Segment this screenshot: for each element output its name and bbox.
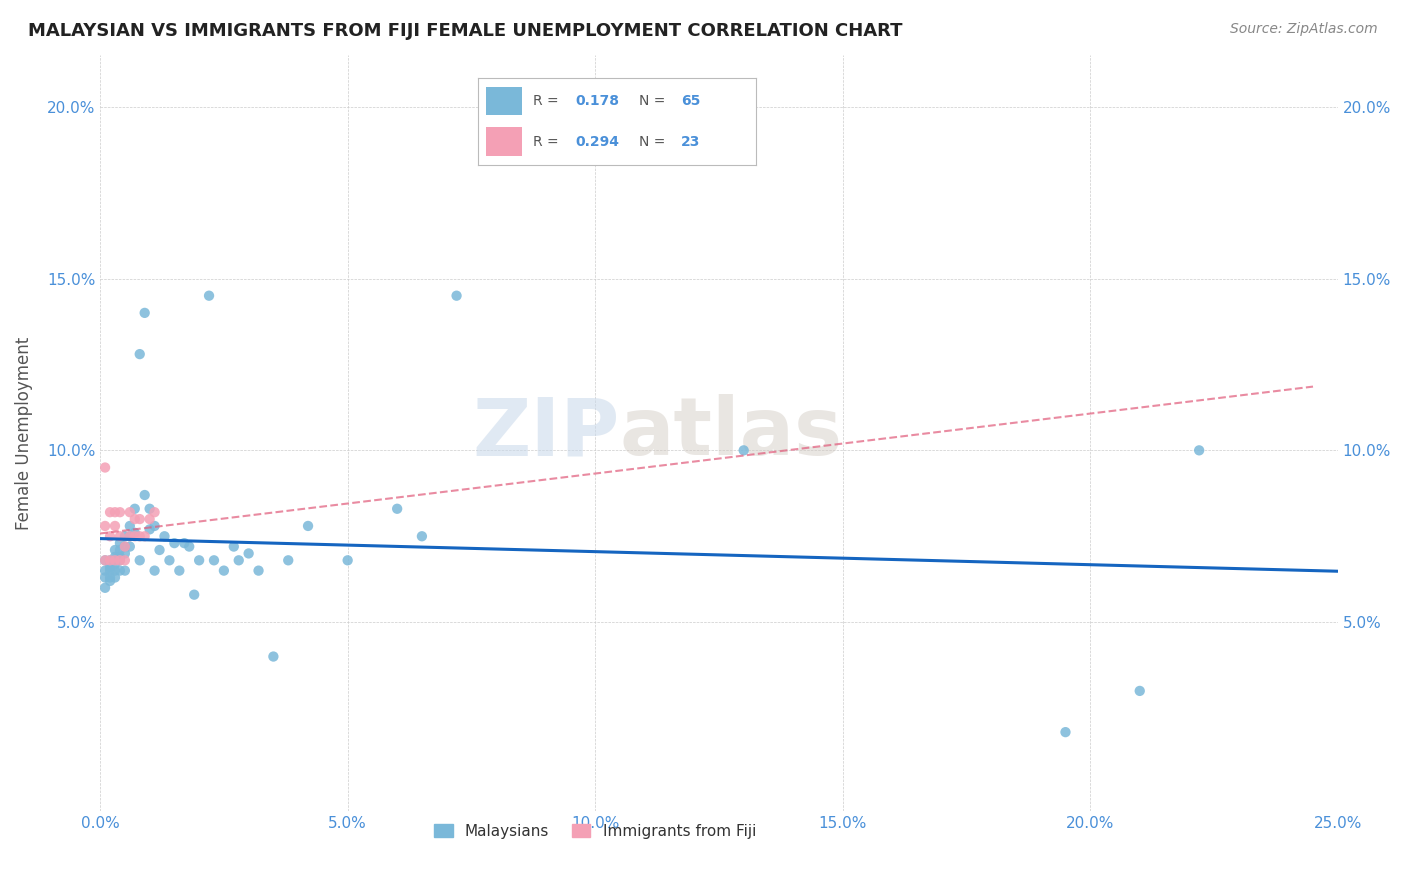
Point: [238, 546, 260, 560]
Point: [108, 553, 131, 567]
Point: [114, 546, 136, 560]
Point: [336, 553, 359, 567]
Point: [104, 557, 127, 571]
Point: [114, 553, 136, 567]
Point: [94, 564, 117, 578]
Point: [188, 553, 211, 567]
Point: [124, 529, 146, 543]
Point: [108, 553, 131, 567]
Point: [108, 536, 131, 550]
Point: [385, 501, 408, 516]
Text: MALAYSIAN VS IMMIGRANTS FROM FIJI FEMALE UNEMPLOYMENT CORRELATION CHART: MALAYSIAN VS IMMIGRANTS FROM FIJI FEMALE…: [28, 22, 903, 40]
Point: [94, 553, 117, 567]
Point: [118, 529, 141, 543]
Point: [114, 529, 136, 543]
Point: [134, 529, 156, 543]
Point: [98, 564, 121, 578]
Point: [247, 564, 270, 578]
Point: [94, 460, 117, 475]
Point: [128, 553, 150, 567]
Point: [148, 543, 170, 558]
Point: [138, 512, 160, 526]
Point: [118, 529, 141, 543]
Point: [108, 549, 131, 564]
Point: [128, 347, 150, 361]
Point: [124, 501, 146, 516]
Point: [118, 519, 141, 533]
Point: [143, 505, 166, 519]
Point: [104, 549, 127, 564]
Point: [138, 522, 160, 536]
Point: [198, 289, 221, 303]
Point: [124, 512, 146, 526]
Point: [104, 553, 127, 567]
Point: [124, 525, 146, 540]
Point: [98, 560, 121, 574]
Point: [104, 505, 127, 519]
Text: ZIP: ZIP: [472, 394, 620, 472]
Text: atlas: atlas: [620, 394, 844, 472]
Point: [173, 536, 195, 550]
Point: [104, 570, 127, 584]
Point: [179, 540, 201, 554]
Point: [733, 443, 755, 458]
Point: [108, 564, 131, 578]
Point: [411, 529, 433, 543]
Point: [94, 570, 117, 584]
Point: [153, 529, 176, 543]
Legend: Malaysians, Immigrants from Fiji: Malaysians, Immigrants from Fiji: [429, 818, 762, 845]
Point: [98, 529, 121, 543]
Point: [143, 519, 166, 533]
Point: [297, 519, 319, 533]
Point: [98, 570, 121, 584]
Point: [114, 540, 136, 554]
Point: [98, 553, 121, 567]
Point: [118, 540, 141, 554]
Point: [446, 289, 468, 303]
Point: [277, 553, 299, 567]
Point: [108, 543, 131, 558]
Point: [104, 519, 127, 533]
Point: [134, 488, 156, 502]
Point: [114, 564, 136, 578]
Point: [212, 564, 235, 578]
Point: [94, 519, 117, 533]
Point: [94, 581, 117, 595]
Point: [169, 564, 191, 578]
Point: [228, 553, 250, 567]
Point: [159, 553, 181, 567]
Point: [202, 553, 225, 567]
Point: [222, 540, 245, 554]
Point: [104, 564, 127, 578]
Point: [104, 553, 127, 567]
Point: [98, 505, 121, 519]
Point: [143, 564, 166, 578]
Point: [183, 588, 205, 602]
Point: [128, 512, 150, 526]
Point: [118, 505, 141, 519]
Point: [114, 540, 136, 554]
Point: [1188, 443, 1211, 458]
Point: [134, 306, 156, 320]
Text: Source: ZipAtlas.com: Source: ZipAtlas.com: [1230, 22, 1378, 37]
Point: [1129, 684, 1152, 698]
Point: [128, 529, 150, 543]
Point: [98, 553, 121, 567]
Point: [104, 543, 127, 558]
Y-axis label: Female Unemployment: Female Unemployment: [15, 336, 32, 530]
Point: [138, 501, 160, 516]
Point: [163, 536, 186, 550]
Point: [94, 553, 117, 567]
Point: [1054, 725, 1077, 739]
Point: [98, 574, 121, 588]
Point: [108, 505, 131, 519]
Point: [98, 557, 121, 571]
Point: [108, 529, 131, 543]
Point: [262, 649, 284, 664]
